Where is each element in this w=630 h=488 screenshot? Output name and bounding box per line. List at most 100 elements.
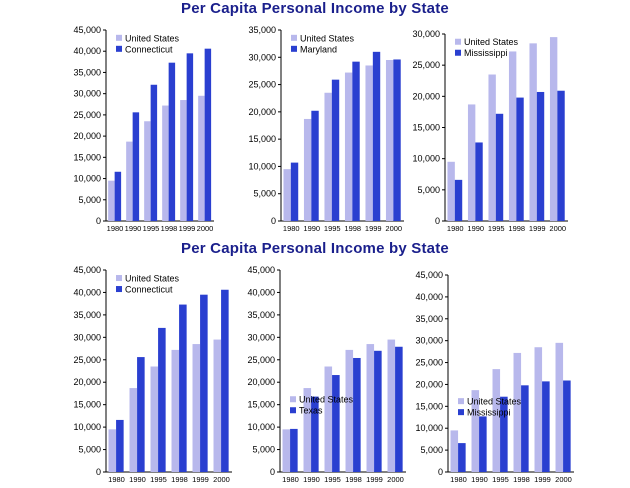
- bar-state-1999: [200, 294, 208, 472]
- bar-state-1990: [311, 396, 319, 472]
- bar-united-states-1998: [513, 352, 522, 472]
- legend-label: Connecticut: [125, 44, 173, 54]
- x-tick-label: 1999: [529, 224, 546, 233]
- bar-state-2000: [221, 289, 229, 472]
- y-tick-label: 5,000: [252, 445, 275, 455]
- bar-united-states-2000: [549, 37, 558, 221]
- y-tick-label: 0: [271, 216, 276, 226]
- page-title-top: Per Capita Personal Income by State: [181, 0, 449, 17]
- y-tick-label: 15,000: [73, 400, 101, 410]
- legend-swatch: [116, 286, 122, 293]
- y-tick-label: 30,000: [248, 52, 276, 62]
- y-tick-label: 0: [270, 467, 275, 477]
- x-tick-label: 2000: [549, 224, 566, 233]
- bar-state-1995: [158, 327, 166, 472]
- x-tick-label: 1998: [513, 475, 530, 484]
- bar-united-states-1980: [450, 430, 459, 472]
- bar-state-1998: [168, 62, 176, 221]
- legend-swatch: [458, 409, 464, 416]
- y-tick-label: 25,000: [247, 355, 275, 365]
- y-tick-label: 25,000: [412, 60, 440, 70]
- legend-swatch: [458, 398, 464, 405]
- bar-state-2000: [204, 48, 212, 222]
- bar-state-1990: [311, 110, 319, 221]
- bar-state-1990: [132, 112, 140, 221]
- bar-state-1995: [495, 113, 504, 221]
- y-tick-label: 20,000: [415, 379, 443, 389]
- x-tick-label: 1980: [282, 475, 299, 484]
- x-tick-label: 1990: [467, 224, 484, 233]
- y-tick-label: 30,000: [73, 332, 101, 342]
- y-tick-label: 20,000: [73, 377, 101, 387]
- y-tick-label: 20,000: [412, 91, 440, 101]
- x-tick-label: 1999: [192, 475, 209, 484]
- x-tick-label: 1990: [303, 475, 320, 484]
- x-tick-label: 1998: [171, 475, 188, 484]
- x-tick-label: 1995: [143, 224, 160, 233]
- bar-united-states-1999: [366, 344, 375, 472]
- y-tick-label: 35,000: [248, 25, 276, 35]
- bar-state-1990: [479, 416, 487, 472]
- bar-united-states-1980: [282, 429, 291, 472]
- bar-united-states-1995: [324, 366, 333, 472]
- x-tick-label: 1999: [179, 224, 196, 233]
- bar-state-1999: [374, 350, 382, 472]
- bar-state-1980: [116, 419, 124, 472]
- y-tick-label: 0: [96, 467, 101, 477]
- bar-state-1999: [542, 381, 550, 472]
- legend-swatch: [291, 34, 297, 41]
- x-tick-label: 1998: [345, 475, 362, 484]
- y-tick-label: 15,000: [247, 400, 275, 410]
- bar-state-1980: [290, 162, 299, 221]
- bar-united-states-2000: [387, 339, 396, 472]
- bar-united-states-2000: [555, 342, 564, 472]
- bar-united-states-1998: [162, 105, 169, 221]
- y-tick-label: 5,000: [253, 189, 276, 199]
- bar-state-1995: [150, 84, 158, 222]
- bar-united-states-1980: [108, 180, 115, 221]
- y-tick-label: 40,000: [73, 46, 101, 56]
- y-tick-label: 45,000: [73, 25, 101, 35]
- x-tick-label: 1998: [161, 224, 178, 233]
- x-tick-label: 1980: [107, 224, 124, 233]
- bar-state-1990: [475, 142, 483, 221]
- legend-label: Texas: [299, 406, 323, 416]
- bar-united-states-1999: [534, 347, 543, 472]
- bar-united-states-1998: [344, 72, 353, 221]
- x-tick-label: 1980: [447, 224, 464, 233]
- bar-united-states-1999: [365, 65, 373, 221]
- bar-chart-connecticut-bottom: 0 5,000 10,000 15,000 20,000 25,000 30,000 35,0…: [73, 265, 232, 484]
- legend-swatch: [455, 38, 461, 45]
- bar-state-1980: [458, 443, 466, 472]
- x-tick-label: 1998: [344, 224, 361, 233]
- bar-state-1999: [372, 51, 381, 222]
- bar-chart-mississippi-top: 0 5,000 10,000 15,000 20,000 25,000 30,000 1980…: [412, 29, 568, 233]
- bar-united-states-1999: [192, 344, 201, 472]
- legend-label: United States: [299, 395, 354, 405]
- bar-united-states-1990: [471, 390, 480, 472]
- legend-swatch: [290, 396, 296, 403]
- bar-united-states-1999: [180, 100, 187, 221]
- bar-united-states-1998: [171, 349, 180, 472]
- y-tick-label: 40,000: [73, 287, 101, 297]
- legend-label: United States: [467, 397, 522, 407]
- bar-united-states-1980: [283, 169, 291, 221]
- legend-swatch: [116, 45, 122, 52]
- bar-united-states-1990: [303, 388, 312, 472]
- bar-united-states-1995: [492, 369, 501, 472]
- x-tick-label: 2000: [213, 475, 230, 484]
- x-tick-label: 1980: [108, 475, 125, 484]
- y-tick-label: 20,000: [247, 377, 275, 387]
- x-tick-label: 1995: [150, 475, 167, 484]
- x-tick-label: 1995: [492, 475, 509, 484]
- x-tick-label: 1995: [488, 224, 505, 233]
- y-tick-label: 15,000: [248, 134, 276, 144]
- bar-state-1998: [352, 61, 360, 221]
- y-tick-label: 25,000: [248, 80, 276, 90]
- y-tick-label: 25,000: [73, 355, 101, 365]
- y-tick-label: 5,000: [78, 195, 101, 205]
- x-tick-label: 1999: [365, 224, 382, 233]
- x-tick-label: 1990: [125, 224, 142, 233]
- bar-state-1998: [516, 97, 524, 221]
- bar-state-1980: [114, 171, 122, 221]
